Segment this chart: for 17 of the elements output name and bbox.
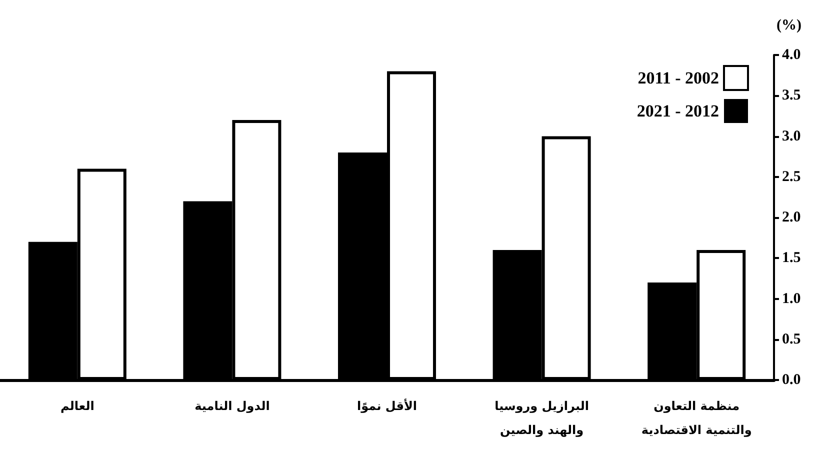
x-tick-label: الدول النامية	[194, 399, 270, 413]
legend-label: 2011 - 2002	[638, 68, 719, 88]
y-tick-label: 2.0	[782, 210, 801, 226]
y-axis-title: (%)	[776, 18, 802, 34]
x-tick-label: العالم	[60, 399, 94, 413]
y-tick-label: 4.0	[782, 47, 801, 63]
y-tick-label: 1.5	[782, 250, 801, 266]
y-tick-label: 3.0	[782, 128, 801, 144]
y-tick-label: 3.5	[782, 88, 801, 104]
y-tick-label: 2.5	[782, 168, 801, 185]
x-tick-label: البرازيل وروسيا والهند والصين	[494, 399, 590, 437]
y-tick-label: 0.0	[782, 372, 801, 388]
y-tick-label: 1.0	[782, 290, 801, 307]
y-tick-label: 0.5	[782, 331, 801, 348]
legend-label: 2021 - 2012	[636, 102, 719, 120]
x-tick-label: الأقل نموًا	[357, 398, 417, 413]
x-tick-label: منظمة التعاون والتنمية الاقتصادية	[641, 399, 752, 437]
